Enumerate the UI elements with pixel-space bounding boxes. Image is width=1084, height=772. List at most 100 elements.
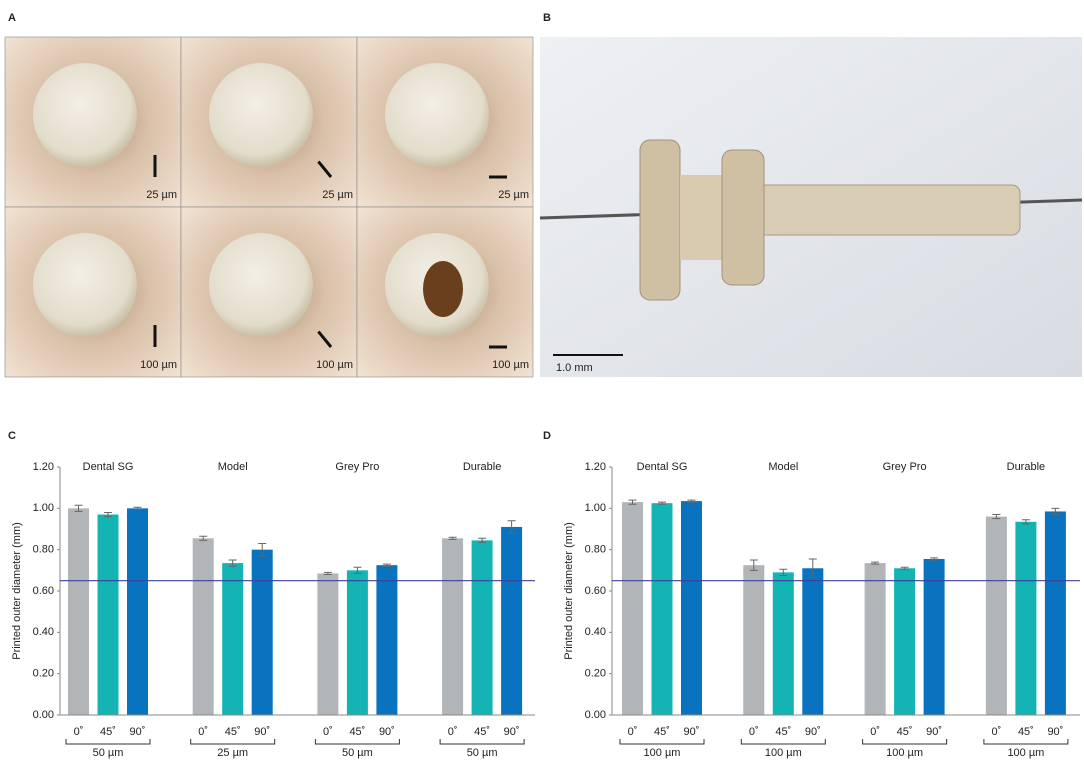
error-bar xyxy=(382,563,391,567)
bar xyxy=(127,508,148,715)
error-bar xyxy=(871,561,880,565)
bar xyxy=(985,516,1007,715)
bar xyxy=(1015,521,1037,715)
bracket xyxy=(983,739,1069,745)
layer-label: 50 µm xyxy=(467,747,498,759)
y-tick-label: 1.20 xyxy=(585,461,606,473)
x-tick-label: 90˚ xyxy=(1047,726,1063,738)
panel-label: B xyxy=(543,12,551,24)
bar xyxy=(376,565,398,715)
error-bar xyxy=(228,559,237,567)
printed-part xyxy=(33,63,137,167)
scale-label: 25 µm xyxy=(498,189,529,201)
y-tick-label: 0.80 xyxy=(585,544,606,556)
error-bar xyxy=(258,542,267,557)
error-bar xyxy=(930,557,939,561)
error-bar xyxy=(199,535,208,541)
bracket xyxy=(619,739,705,745)
lumen xyxy=(423,261,463,317)
error-bar xyxy=(628,499,637,505)
y-tick-label: 0.00 xyxy=(585,709,606,721)
bracket xyxy=(862,739,948,745)
layer-label: 100 µm xyxy=(1007,747,1044,759)
panel-label: D xyxy=(543,430,551,442)
bar xyxy=(222,563,244,715)
x-tick-label: 90˚ xyxy=(379,726,395,738)
error-bar xyxy=(1051,507,1060,516)
error-bar xyxy=(323,571,332,575)
layer-label: 50 µm xyxy=(342,747,373,759)
error-bar xyxy=(658,501,666,505)
x-tick-label: 0˚ xyxy=(992,726,1002,738)
x-tick-label: 45˚ xyxy=(100,726,116,738)
bar xyxy=(864,563,886,715)
y-axis-title: Printed outer diameter (mm) xyxy=(11,522,23,660)
group-label: Dental SG xyxy=(83,461,134,473)
x-tick-label: 45˚ xyxy=(897,726,913,738)
printed-part xyxy=(639,139,681,301)
bar xyxy=(802,568,824,715)
error-bar xyxy=(749,559,758,571)
x-tick-label: 45˚ xyxy=(225,726,241,738)
x-tick-label: 45˚ xyxy=(1018,726,1034,738)
group-label: Model xyxy=(768,461,798,473)
scale-label: 100 µm xyxy=(316,359,353,371)
bar xyxy=(68,508,89,715)
printed-part xyxy=(209,63,313,167)
scale-label: 25 µm xyxy=(322,189,353,201)
bracket xyxy=(65,739,151,745)
group-label: Durable xyxy=(463,461,502,473)
y-tick-label: 0.40 xyxy=(33,626,54,638)
error-bar xyxy=(353,566,362,574)
scale-label: 100 µm xyxy=(492,359,529,371)
bar xyxy=(192,538,214,715)
bar xyxy=(894,568,916,715)
group-label: Grey Pro xyxy=(335,461,379,473)
printed-part xyxy=(209,233,313,337)
x-tick-label: 45˚ xyxy=(654,726,670,738)
bar xyxy=(501,526,523,715)
y-tick-label: 1.20 xyxy=(33,461,54,473)
scale-label: 25 µm xyxy=(146,189,177,201)
y-tick-label: 0.40 xyxy=(585,626,606,638)
bar xyxy=(923,558,945,715)
error-bar xyxy=(133,506,142,510)
x-tick-label: 90˚ xyxy=(504,726,520,738)
bar xyxy=(681,501,702,715)
bar xyxy=(651,503,673,715)
group-label: Model xyxy=(218,461,248,473)
layer-label: 100 µm xyxy=(644,747,681,759)
panel-label: C xyxy=(8,430,16,442)
x-tick-label: 0˚ xyxy=(749,726,759,738)
y-tick-label: 1.00 xyxy=(33,502,54,514)
x-tick-label: 0˚ xyxy=(628,726,638,738)
x-tick-label: 90˚ xyxy=(805,726,821,738)
bracket xyxy=(439,739,525,745)
tube xyxy=(739,184,1021,236)
bar xyxy=(1044,511,1066,715)
error-bar xyxy=(992,514,1001,520)
printed-part xyxy=(33,233,137,337)
printed-part xyxy=(385,63,489,167)
bracket xyxy=(740,739,826,745)
printed-part xyxy=(721,149,765,286)
bar xyxy=(442,538,464,715)
bar xyxy=(97,514,119,715)
y-tick-label: 0.00 xyxy=(33,709,54,721)
x-tick-label: 0˚ xyxy=(74,726,84,738)
bar xyxy=(743,565,765,715)
bracket xyxy=(314,739,400,745)
x-tick-label: 0˚ xyxy=(323,726,333,738)
y-tick-label: 0.60 xyxy=(33,585,54,597)
group-label: Grey Pro xyxy=(883,461,927,473)
x-tick-label: 0˚ xyxy=(198,726,208,738)
layer-label: 25 µm xyxy=(217,747,248,759)
printed-part xyxy=(680,175,725,260)
arrow xyxy=(317,160,333,178)
scale-label: 1.0 mm xyxy=(556,362,593,374)
x-tick-label: 45˚ xyxy=(474,726,490,738)
error-bar xyxy=(687,499,696,503)
y-tick-label: 0.60 xyxy=(585,585,606,597)
x-tick-label: 45˚ xyxy=(775,726,791,738)
error-bar xyxy=(808,558,817,579)
